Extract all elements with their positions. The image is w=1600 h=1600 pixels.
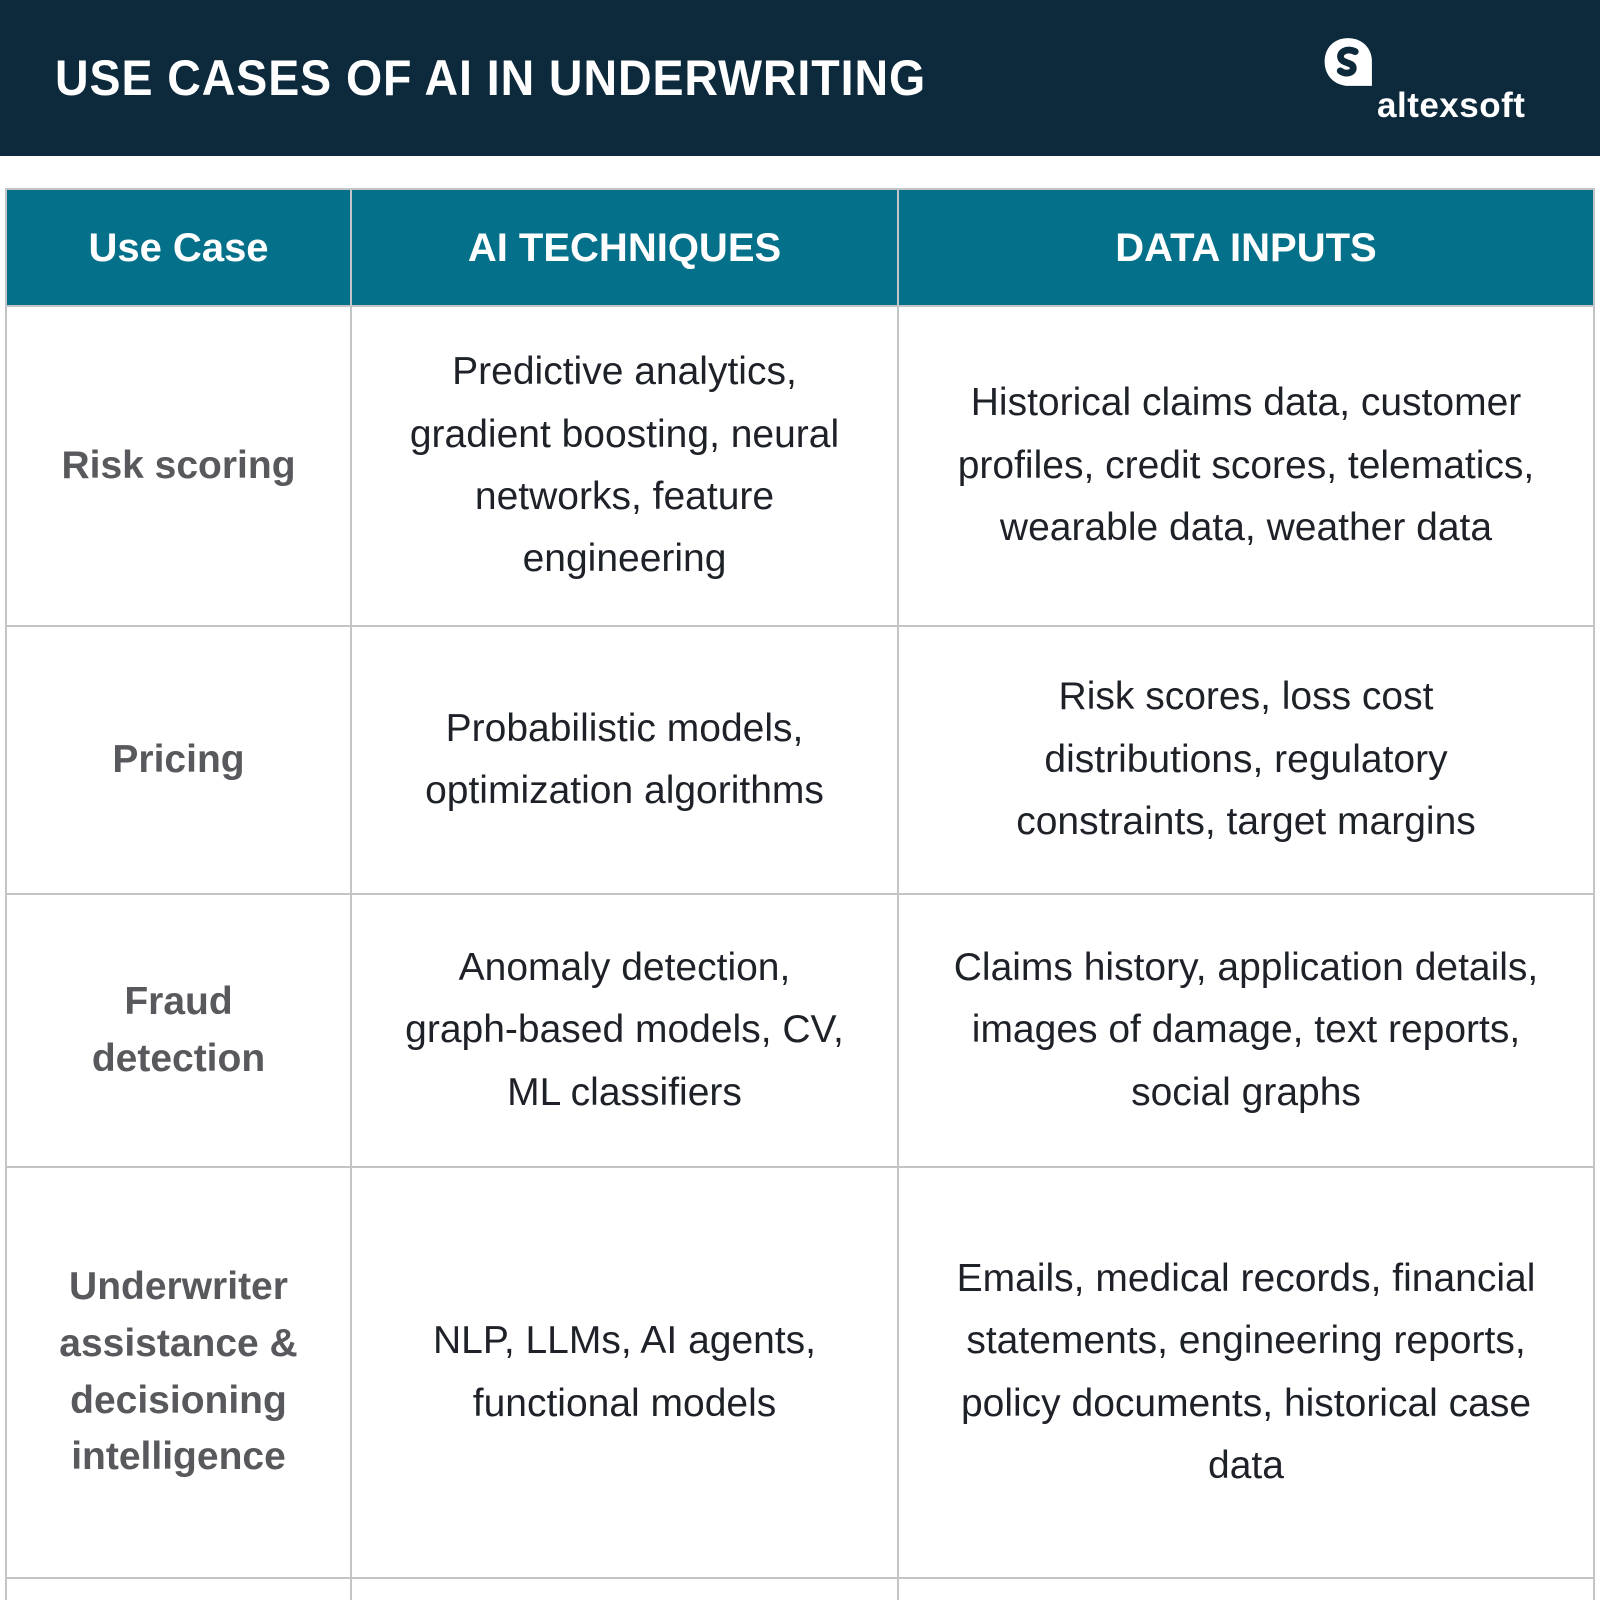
page-title: USE CASES OF AI IN UNDERWRITING [55,50,927,106]
altexsoft-logo: altexsoft [1322,36,1532,125]
ai-techniques-text: Predictive analytics, gradient boosting,… [409,350,840,581]
row-risk-scoring-use-case: Risk scoring [7,307,350,625]
data-inputs-text: Claims history, application details, ima… [953,945,1539,1114]
ai-techniques-text: Probabilistic models, optimization algor… [425,706,824,812]
use-cases-table: Use Case AI TECHNIQUES DATA INPUTS Risk … [5,188,1595,1600]
ai-techniques-text: Anomaly detection, graph-based models, C… [405,945,844,1114]
column-header-label: AI TECHNIQUES [467,225,782,270]
row-underwriter-assistance-data-inputs: Emails, medical records, financial state… [899,1168,1593,1577]
partial-row-ai-techniques-cell [352,1579,897,1600]
row-underwriter-assistance-use-case: Underwriter assistance & decisioning int… [7,1168,350,1577]
row-fraud-detection-use-case: Fraud detection [7,895,350,1166]
altexsoft-logo-icon [1324,38,1372,86]
column-header-data-inputs: DATA INPUTS [899,190,1593,305]
altexsoft-logo-text: altexsoft [1377,86,1526,125]
use-case-label: Underwriter assistance & decisioning int… [59,1265,298,1479]
partial-row-data-inputs-cell [899,1579,1593,1600]
row-pricing-ai-techniques: Probabilistic models, optimization algor… [352,627,897,893]
use-case-label: Fraud detection [91,979,266,1080]
partial-row-use-case-cell [7,1579,350,1600]
data-inputs-text: Emails, medical records, financial state… [956,1256,1536,1487]
row-fraud-detection-ai-techniques: Anomaly detection, graph-based models, C… [352,895,897,1166]
row-risk-scoring-ai-techniques: Predictive analytics, gradient boosting,… [352,307,897,625]
column-header-use-case: Use Case [7,190,350,305]
row-pricing-use-case: Pricing [7,627,350,893]
row-fraud-detection-data-inputs: Claims history, application details, ima… [899,895,1593,1166]
data-inputs-text: Historical claims data, customer profile… [957,381,1535,550]
row-pricing-data-inputs: Risk scores, loss cost distributions, re… [899,627,1593,893]
ai-techniques-text: NLP, LLMs, AI agents, functional models [432,1319,816,1425]
use-case-label: Pricing [112,737,245,781]
data-inputs-text: Risk scores, loss cost distributions, re… [1016,675,1476,844]
column-header-label: Use Case [88,225,269,270]
column-header-ai-techniques: AI TECHNIQUES [352,190,897,305]
row-underwriter-assistance-ai-techniques: NLP, LLMs, AI agents, functional models [352,1168,897,1577]
row-risk-scoring-data-inputs: Historical claims data, customer profile… [899,307,1593,625]
use-case-label: Risk scoring [61,443,296,487]
top-banner: USE CASES OF AI IN UNDERWRITING altexsof… [0,0,1600,156]
column-header-label: DATA INPUTS [1115,225,1377,270]
